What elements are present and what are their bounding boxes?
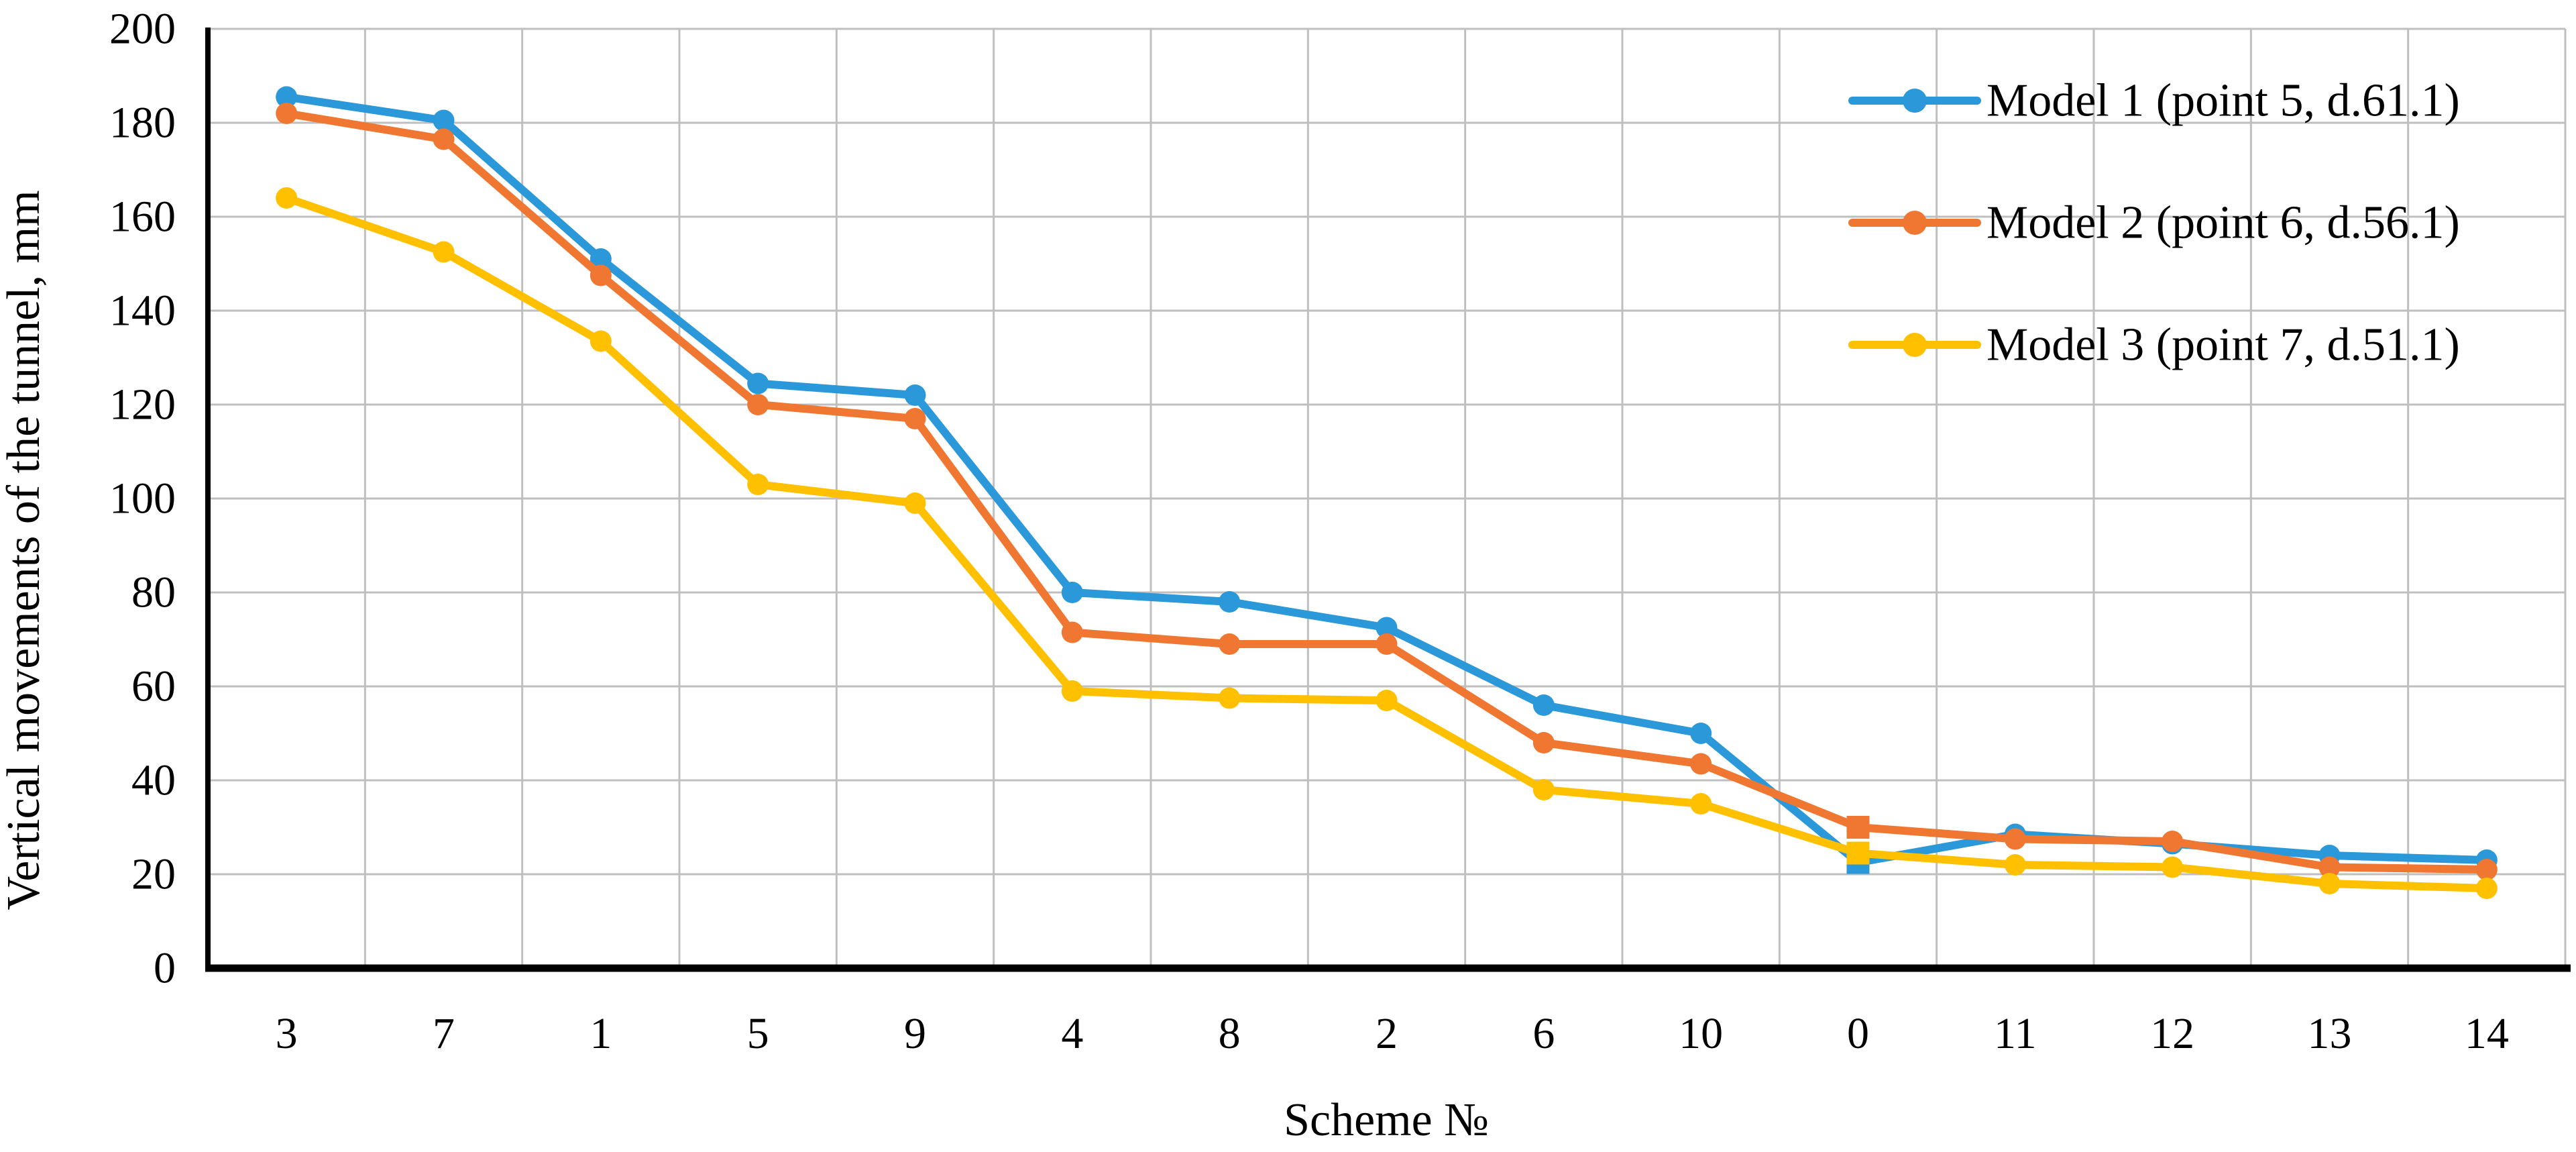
y-tick-label: 120 — [109, 380, 176, 429]
data-point — [1846, 816, 1870, 839]
data-point — [2318, 856, 2341, 878]
data-point — [1376, 617, 1398, 639]
data-point — [590, 264, 612, 286]
data-point — [1690, 793, 1712, 815]
x-tick-label: 2 — [1376, 1009, 1398, 1058]
gridlines — [208, 28, 2567, 968]
y-tick-label: 100 — [109, 474, 176, 523]
legend-label: Model 3 (point 7, d.51.1) — [1986, 319, 2460, 371]
data-point — [1376, 690, 1398, 711]
data-point — [1219, 687, 1241, 709]
y-tick-label: 40 — [131, 756, 176, 805]
data-point — [904, 408, 926, 429]
data-point — [2475, 878, 2498, 899]
data-point — [2318, 873, 2341, 894]
data-point — [1061, 582, 1083, 603]
x-tick-label: 13 — [2308, 1009, 2352, 1058]
data-point — [276, 86, 298, 108]
legend-marker-dot — [1903, 211, 1927, 235]
legend-item: Model 2 (point 6, d.56.1) — [1848, 197, 2460, 249]
data-point — [1846, 841, 1870, 865]
data-point — [276, 103, 298, 124]
y-tick-label: 180 — [109, 99, 176, 148]
data-point — [433, 128, 455, 150]
data-point — [433, 109, 455, 132]
x-tick-label: 3 — [276, 1009, 298, 1058]
data-point — [1690, 753, 1712, 775]
y-tick-label: 140 — [109, 286, 176, 335]
y-axis-title: Vertical movements of the tunnel, mm — [0, 190, 50, 910]
y-tick-label: 60 — [131, 662, 176, 711]
data-point — [1532, 732, 1555, 753]
x-tick-labels: 3 7 1 5 9 4 8 2 6 10 0 11 12 13 14 — [276, 1009, 2509, 1058]
axes — [205, 28, 2571, 972]
x-tick-label: 12 — [2150, 1009, 2194, 1058]
data-point — [2004, 854, 2026, 876]
data-point — [1061, 621, 1083, 643]
x-tick-label: 14 — [2465, 1009, 2509, 1058]
x-tick-label: 8 — [1219, 1009, 1241, 1058]
legend-item: Model 1 (point 5, d.61.1) — [1848, 75, 2460, 127]
y-tick-label: 80 — [131, 568, 176, 617]
x-tick-label: 1 — [590, 1009, 612, 1058]
data-point — [2162, 856, 2184, 878]
y-tick-label: 200 — [109, 5, 176, 54]
x-tick-label: 5 — [747, 1009, 769, 1058]
x-tick-label: 4 — [1061, 1009, 1083, 1058]
data-point — [1532, 779, 1555, 800]
legend-item: Model 3 (point 7, d.51.1) — [1848, 319, 2460, 371]
legend: Model 1 (point 5, d.61.1) Model 2 (point … — [1848, 75, 2460, 371]
data-point — [747, 372, 769, 395]
legend-marker-dot — [1903, 89, 1927, 113]
data-point — [904, 492, 926, 514]
data-point — [904, 384, 926, 406]
y-tick-label: 160 — [109, 193, 176, 242]
data-point — [1061, 680, 1083, 702]
data-point — [1376, 633, 1398, 655]
data-point — [1219, 633, 1241, 655]
data-point — [2475, 859, 2498, 880]
x-tick-label: 10 — [1679, 1009, 1723, 1058]
y-tick-label: 20 — [131, 850, 176, 899]
legend-marker-dot — [1903, 333, 1927, 357]
y-tick-labels: 0 20 40 60 80 100 120 140 160 180 200 — [109, 5, 176, 993]
data-point — [747, 394, 769, 415]
x-tick-label: 0 — [1847, 1009, 1869, 1058]
legend-label: Model 2 (point 6, d.56.1) — [1986, 197, 2460, 249]
y-tick-label: 0 — [154, 944, 176, 993]
x-tick-label: 11 — [1994, 1009, 2037, 1058]
data-point — [276, 187, 298, 209]
data-point — [1532, 694, 1555, 716]
x-tick-label: 6 — [1532, 1009, 1555, 1058]
data-point — [590, 248, 612, 270]
legend-label: Model 1 (point 5, d.61.1) — [1986, 75, 2460, 127]
x-axis-title: Scheme № — [1284, 1094, 1489, 1146]
data-point — [2004, 828, 2026, 850]
series-line-model-3 — [282, 194, 2491, 892]
data-point — [590, 330, 612, 352]
data-point — [1219, 591, 1241, 613]
series-layer — [276, 86, 2498, 899]
x-tick-label: 9 — [904, 1009, 926, 1058]
x-tick-label: 7 — [433, 1009, 455, 1058]
data-point — [747, 474, 769, 495]
data-point — [1690, 723, 1712, 744]
data-point — [2162, 831, 2184, 852]
data-point — [433, 241, 455, 263]
